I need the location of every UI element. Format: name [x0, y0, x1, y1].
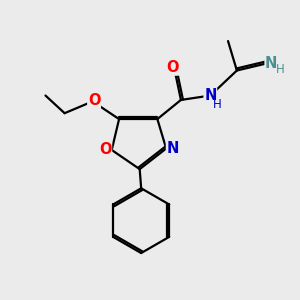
Text: H: H [212, 98, 221, 111]
Text: N: N [167, 141, 179, 156]
Text: H: H [276, 62, 284, 76]
Text: O: O [99, 142, 112, 158]
Text: N: N [204, 88, 217, 103]
Text: O: O [88, 93, 100, 108]
Text: O: O [166, 60, 178, 75]
Text: N: N [265, 56, 278, 70]
